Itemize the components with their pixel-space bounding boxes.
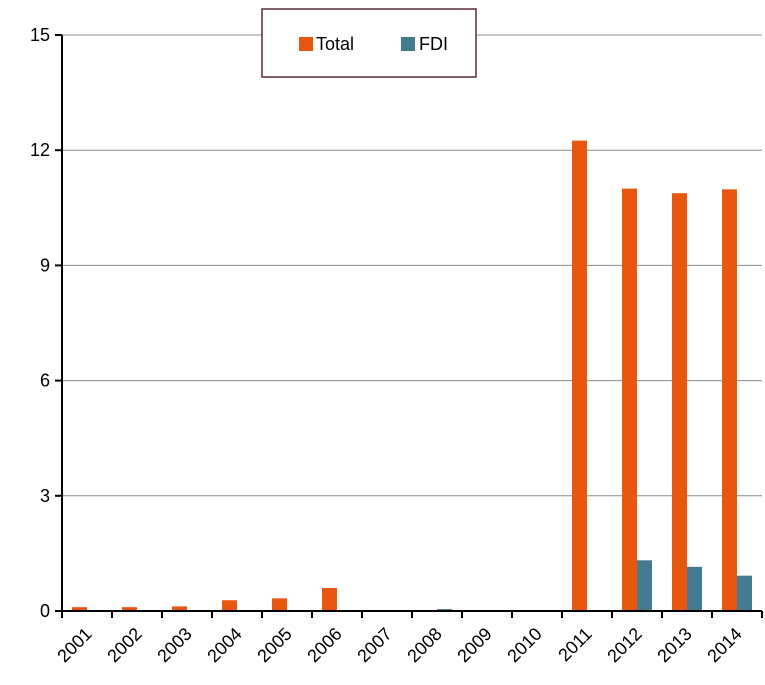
x-tick-label: 2004 xyxy=(203,624,245,666)
legend-label-fdi: FDI xyxy=(419,34,448,54)
legend: Total FDI xyxy=(261,8,477,78)
bar-total-2005 xyxy=(272,598,287,611)
x-tick-label: 2011 xyxy=(554,624,596,666)
bar-total-2002 xyxy=(122,607,137,611)
bar-total-2011 xyxy=(572,140,587,611)
y-tick-label: 15 xyxy=(30,25,50,45)
bar-fdi-2013 xyxy=(687,566,702,611)
x-tick-label: 2012 xyxy=(603,624,645,666)
y-tick-label: 3 xyxy=(40,486,50,506)
bar-fdi-2012 xyxy=(637,560,652,611)
x-tick-label: 2013 xyxy=(653,624,695,666)
x-tick-label: 2003 xyxy=(153,624,195,666)
bar-total-2013 xyxy=(672,193,687,611)
bars xyxy=(72,140,752,612)
x-tick-label: 2002 xyxy=(103,624,145,666)
x-ticks: 2001 2002 2003 2004 2005 2006 2007 2008 2009 2010… xyxy=(53,611,763,666)
x-tick-label: 2001 xyxy=(53,624,95,666)
legend-swatch-fdi xyxy=(401,37,415,51)
x-tick-label: 2014 xyxy=(703,624,745,666)
x-tick-label: 2009 xyxy=(453,624,495,666)
x-tick-label: 2006 xyxy=(303,624,345,666)
legend-swatch-total xyxy=(299,37,313,51)
legend-label-total: Total xyxy=(316,34,354,54)
legend-box xyxy=(261,8,477,78)
y-tick-label: 6 xyxy=(40,371,50,391)
bar-fdi-2014 xyxy=(737,575,752,611)
x-tick-label: 2005 xyxy=(253,624,295,666)
y-tick-label: 9 xyxy=(40,255,50,275)
bar-total-2012 xyxy=(622,188,637,611)
bar-total-2014 xyxy=(722,189,737,612)
bar-total-2001 xyxy=(72,607,87,611)
x-tick-label: 2010 xyxy=(503,624,545,666)
bar-total-2003 xyxy=(172,606,187,611)
x-tick-label: 2007 xyxy=(353,624,395,666)
y-tick-label: 0 xyxy=(40,601,50,621)
gridlines xyxy=(62,34,762,497)
bar-total-2004 xyxy=(222,600,237,611)
y-tick-label: 12 xyxy=(30,140,50,160)
x-tick-label: 2008 xyxy=(403,624,445,666)
bar-total-2006 xyxy=(322,587,337,611)
y-ticks: 0 3 6 9 12 15 xyxy=(30,25,62,621)
